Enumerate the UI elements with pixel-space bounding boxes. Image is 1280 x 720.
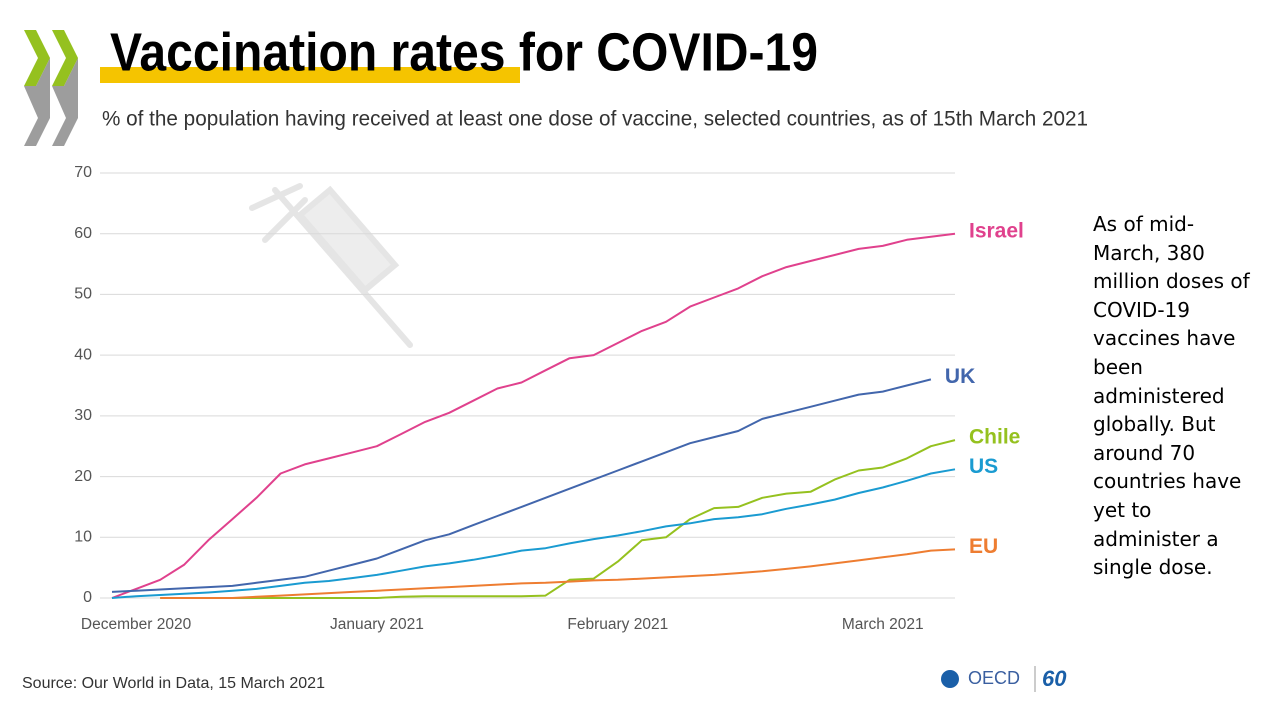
side-note: As of mid-March, 380 million doses of CO… [1093, 212, 1250, 580]
y-tick-label: 30 [74, 407, 92, 424]
series-label: Chile [969, 426, 1020, 449]
source-text: Source: Our World in Data, 15 March 2021 [22, 675, 325, 692]
series-label: EU [969, 535, 998, 558]
series-line [160, 548, 956, 599]
brand-chevrons [24, 30, 78, 146]
series-line [160, 439, 956, 599]
x-tick-label: February 2021 [567, 616, 668, 633]
y-tick-label: 20 [74, 468, 92, 485]
logo-text: OECD [968, 668, 1020, 688]
y-tick-label: 40 [74, 346, 92, 363]
x-tick-label: March 2021 [842, 616, 924, 633]
y-tick-label: 10 [74, 529, 92, 546]
x-tick-label: January 2021 [330, 616, 424, 633]
oecd-logo: OECD 60 [941, 666, 1067, 692]
series-label: Israel [969, 219, 1024, 242]
x-tick-label: December 2020 [81, 616, 192, 633]
series-line [111, 468, 956, 599]
chart-title: Vaccination rates for COVID-19 [110, 22, 818, 82]
series-label: US [969, 455, 998, 478]
y-tick-label: 60 [74, 225, 92, 242]
series-label: UK [945, 365, 975, 388]
y-tick-label: 50 [74, 286, 92, 303]
plot-area: 0 10 20 30 40 50 60 70 December 2020 January 2021… [74, 164, 1024, 633]
series-line [111, 232, 956, 599]
y-tick-label: 0 [83, 589, 92, 606]
series-line [111, 378, 932, 593]
logo-anniversary: 60 [1042, 666, 1067, 691]
y-tick-label: 70 [74, 164, 92, 181]
syringe-icon [249, 183, 413, 348]
title-highlight [100, 67, 520, 83]
chart-subtitle: % of the population having received at l… [102, 108, 1088, 131]
